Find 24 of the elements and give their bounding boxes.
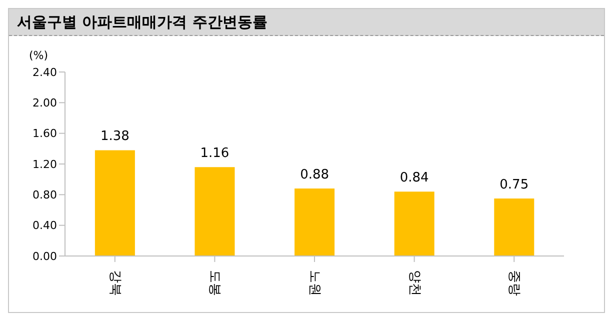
data-label: 0.88 bbox=[300, 168, 330, 183]
data-label: 1.38 bbox=[100, 129, 130, 144]
y-tick-label: 0.40 bbox=[32, 219, 57, 232]
y-tick-label: 1.20 bbox=[32, 158, 57, 171]
y-axis-title: (%) bbox=[29, 49, 48, 62]
y-tick-label: 2.40 bbox=[32, 66, 57, 79]
y-tick-label: 0.00 bbox=[32, 250, 57, 263]
data-label: 0.75 bbox=[500, 178, 529, 192]
x-tick-label: 도봉 bbox=[207, 270, 222, 296]
data-label: 0.84 bbox=[400, 170, 429, 186]
x-tick-label: 강북 bbox=[107, 270, 122, 296]
bar bbox=[394, 192, 434, 256]
bar bbox=[294, 188, 335, 256]
y-tick-label: 1.60 bbox=[32, 127, 57, 140]
chart-title: 서울구별 아파트매매가격 주간변동률 bbox=[9, 9, 604, 36]
bar bbox=[194, 167, 235, 256]
y-tick-label: 2.00 bbox=[32, 96, 57, 110]
y-tick-label: 0.80 bbox=[32, 188, 57, 202]
bar bbox=[494, 198, 534, 256]
data-label: 1.16 bbox=[200, 146, 230, 162]
x-tick-label: 노원 bbox=[307, 270, 322, 296]
bar bbox=[94, 150, 135, 256]
x-tick-label: 중랑 bbox=[506, 270, 522, 296]
x-tick-label: 양천 bbox=[406, 270, 422, 296]
